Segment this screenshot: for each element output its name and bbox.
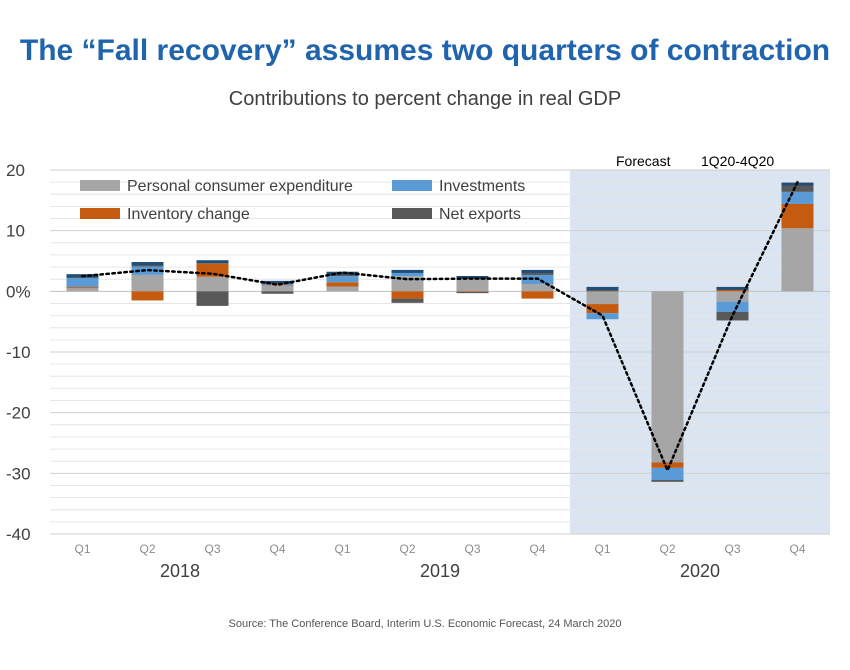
y-tick-label: 0% (6, 282, 31, 301)
legend: Personal consumer expenditure Investments… (80, 178, 525, 223)
x-tick-label: Q3 (724, 542, 740, 556)
bar-pce-5 (326, 286, 359, 292)
bar-cap-11 (716, 286, 749, 290)
bar-net_exports-5 (326, 273, 359, 277)
bar-net_exports-8 (521, 271, 554, 275)
x-tick-label: Q4 (789, 542, 805, 556)
forecast-label: Forecast (616, 153, 671, 169)
y-axis-ticks: 20 10 0% -10 -20 -30 -40 (6, 161, 31, 544)
year-labels: 2018 2019 2020 (160, 561, 720, 581)
major-gridlines (50, 169, 830, 535)
bar-pce-3 (196, 276, 229, 292)
bar-investments-6 (391, 271, 424, 277)
x-tick-label: Q3 (464, 542, 480, 556)
bar-investments-11 (716, 301, 749, 312)
bar-investments-1 (66, 277, 99, 288)
bar-pce-11 (716, 291, 749, 302)
gdp-growth-line (81, 180, 799, 474)
forecast-period-label: 1Q20-4Q20 (701, 153, 774, 169)
y-tick-label: -20 (6, 404, 31, 423)
minor-gridlines (50, 181, 830, 523)
x-tick-label: Q2 (399, 542, 415, 556)
bar-cap-9 (586, 286, 619, 290)
bar-net_exports-10 (651, 480, 684, 482)
bar-pce-12 (781, 228, 814, 292)
bar-cap-5 (326, 271, 359, 275)
bar-net_exports-12 (781, 184, 814, 192)
legend-label-investments: Investments (439, 178, 525, 195)
legend-swatch-pce (80, 180, 120, 191)
legend-swatch-inventory (80, 208, 120, 219)
x-tick-label: Q3 (204, 542, 220, 556)
x-tick-label: Q4 (529, 542, 545, 556)
x-axis-ticks: Q1 Q2 Q3 Q4 Q1 Q2 Q3 Q4 Q1 Q2 Q3 Q4 (74, 542, 805, 556)
bar-cap-4 (261, 280, 294, 284)
bar-inventory-5 (326, 282, 359, 287)
bar-net_exports-7 (456, 291, 489, 294)
y-tick-label: -40 (6, 525, 31, 544)
y-tick-label: 10 (6, 222, 25, 241)
source-note: Source: The Conference Board, Interim U.… (228, 618, 622, 630)
bar-pce-7 (456, 278, 489, 292)
x-tick-label: Q1 (74, 542, 90, 556)
y-tick-label: -30 (6, 464, 31, 483)
y-tick-label: 20 (6, 161, 25, 180)
bar-inventory-4 (261, 285, 294, 286)
bar-pce-4 (261, 285, 294, 292)
bar-cap-2 (131, 262, 164, 266)
legend-swatch-net_exports (392, 208, 432, 219)
bar-investments-4 (261, 282, 294, 286)
bar-pce-2 (131, 274, 164, 292)
chart-title: The “Fall recovery” assumes two quarters… (19, 34, 831, 67)
bar-inventory-10 (651, 462, 684, 468)
bar-investments-10 (651, 467, 684, 481)
bar-net_exports-2 (131, 264, 164, 267)
year-label: 2018 (160, 561, 200, 581)
bar-net_exports-4 (261, 291, 294, 294)
bar-cap-6 (391, 269, 424, 273)
bar-inventory-2 (131, 291, 164, 301)
legend-label-inventory: Inventory change (127, 206, 250, 223)
bar-inventory-1 (66, 287, 99, 289)
bar-net_exports-6 (391, 298, 424, 303)
bar-inventory-8 (521, 291, 554, 299)
x-tick-label: Q1 (334, 542, 350, 556)
legend-swatch-investments (392, 180, 432, 191)
bar-inventory-3 (196, 263, 229, 277)
gdp-growth-polyline (81, 180, 799, 474)
bar-pce-9 (586, 291, 619, 305)
bar-pce-1 (66, 288, 99, 292)
x-tick-label: Q4 (269, 542, 285, 556)
y-tick-label: -10 (6, 343, 31, 362)
bar-investments-12 (781, 191, 814, 204)
bar-inventory-9 (586, 304, 619, 314)
stacked-bars (66, 182, 814, 482)
x-tick-label: Q2 (139, 542, 155, 556)
bar-cap-8 (521, 269, 554, 273)
legend-label-pce: Personal consumer expenditure (127, 178, 353, 195)
bar-inventory-12 (781, 203, 814, 229)
x-tick-label: Q1 (594, 542, 610, 556)
bar-inventory-6 (391, 291, 424, 299)
bar-inventory-11 (716, 288, 749, 292)
bar-pce-10 (651, 291, 684, 463)
year-label: 2019 (420, 561, 460, 581)
bar-net_exports-3 (196, 291, 229, 306)
year-label: 2020 (680, 561, 720, 581)
bar-cap-3 (196, 260, 229, 264)
bar-investments-5 (326, 276, 359, 283)
x-tick-label: Q2 (659, 542, 675, 556)
bar-pce-8 (521, 284, 554, 292)
bar-net_exports-9 (586, 288, 619, 292)
chart-subtitle: Contributions to percent change in real … (228, 88, 622, 110)
legend-label-net_exports: Net exports (439, 206, 521, 223)
bar-inventory-7 (456, 291, 489, 292)
